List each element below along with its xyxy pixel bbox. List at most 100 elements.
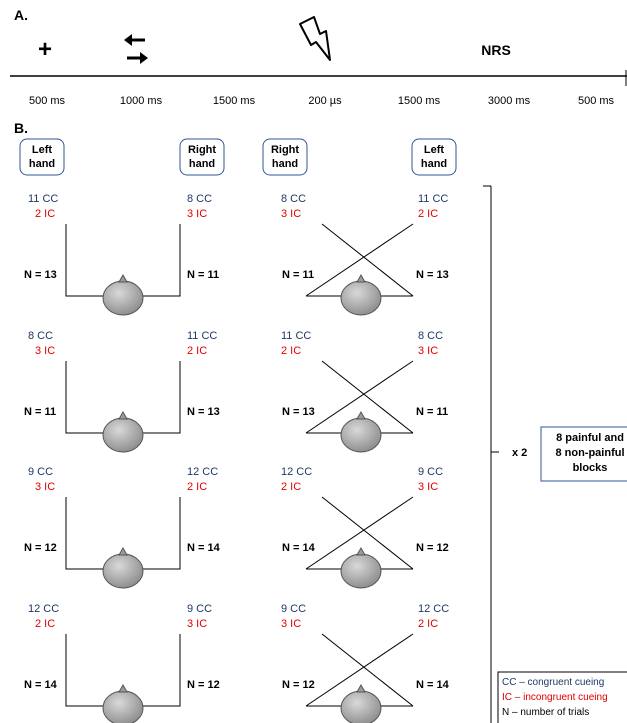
crossed-arm-line [321,223,414,297]
left-trial-count: N = 12 [24,542,57,554]
head-icon [340,410,382,453]
left-trial-count: N = 12 [282,679,315,691]
timeline-label: 3000 ms [488,95,531,107]
uncrossed-hands-diagram: 11 CC 2 IC 8 CC 3 IC N = 13 N = 11 [24,193,219,316]
right-trial-count: N = 13 [416,269,449,281]
right-ic-count: 2 IC [187,481,207,493]
right-cc-count: 12 CC [187,466,218,478]
left-trial-count: N = 14 [282,542,316,554]
header-box-crossed-right: Left hand [411,138,457,176]
left-cc-count: 11 CC [28,193,58,205]
head-icon [102,410,144,453]
header-text: Right hand [271,144,299,170]
blocks-box-line: blocks [573,462,608,474]
right-trial-count: N = 11 [416,406,448,418]
right-trial-count: N = 14 [187,542,221,554]
crossed-arm-line [305,223,414,297]
head-icon [102,546,144,589]
timeline-label: 1000 ms [120,95,163,107]
lightning-bolt-icon [299,16,331,61]
right-cc-count: 11 CC [418,193,448,205]
left-cc-count: 8 CC [281,193,306,205]
uncrossed-hands-diagram: 8 CC 3 IC 11 CC 2 IC N = 11 N = 13 [24,330,220,453]
header-box-crossed-left: Right hand [262,138,308,176]
blocks-bracket [483,185,499,723]
timeline-label: 200 µs [308,95,342,107]
uncrossed-hands-diagram: 12 CC 2 IC 9 CC 3 IC N = 14 N = 12 [24,603,220,723]
right-cc-count: 12 CC [418,603,449,615]
left-ic-count: 2 IC [35,618,55,630]
legend-ic: IC – incongruent cueing [502,692,608,703]
right-ic-count: 3 IC [418,481,438,493]
left-trial-count: N = 11 [24,406,56,418]
head-icon [340,683,382,723]
left-ic-count: 2 IC [281,345,301,357]
head-icon [340,546,382,589]
crossed-arm-line [321,633,414,707]
timeline-label: 500 ms [29,95,66,107]
right-trial-count: N = 11 [187,269,219,281]
crossed-arm-line [305,360,414,434]
left-ic-count: 3 IC [281,618,301,630]
right-ic-count: 2 IC [187,345,207,357]
right-ic-count: 3 IC [187,208,207,220]
crossed-hands-diagram: 11 CC 2 IC 8 CC 3 IC N = 13 N = 11 [281,330,448,453]
crossed-arm-line [321,360,414,434]
blocks-box-line: 8 painful and [556,432,624,444]
left-trial-count: N = 14 [24,679,58,691]
left-ic-count: 3 IC [35,481,55,493]
panel-a: A. + NRS 500 ms 1000 ms 1500 ms 200 µs 1… [10,7,627,107]
multiplier-label: x 2 [512,447,527,459]
right-cc-count: 8 CC [187,193,212,205]
left-cc-count: 9 CC [281,603,306,615]
panel-b: B. Left hand Right hand Right hand Left hand… [14,120,627,723]
header-box-uncrossed-left: Left hand [19,138,65,176]
left-cc-count: 11 CC [281,330,311,342]
crossed-hands-diagram: 8 CC 3 IC 11 CC 2 IC N = 11 N = 13 [281,193,449,316]
left-cc-count: 12 CC [28,603,59,615]
panel-a-label: A. [14,7,28,23]
header-box-uncrossed-right: Right hand [179,138,225,176]
condition-rows: 11 CC2 IC8 CC3 ICN = 13 N = 118 CC3 IC11 … [24,193,450,723]
left-ic-count: 2 IC [35,208,55,220]
crossed-arm-line [305,496,414,570]
left-ic-count: 3 IC [281,208,301,220]
uncrossed-hands-diagram: 9 CC 3 IC 12 CC 2 IC N = 12 N = 14 [24,466,221,589]
timeline-label: 500 ms [578,95,615,107]
right-cc-count: 9 CC [187,603,212,615]
timeline-label: 1500 ms [398,95,441,107]
arrow-cue-icon [124,34,148,64]
right-trial-count: N = 12 [416,542,449,554]
left-trial-count: N = 13 [24,269,57,281]
legend-box: CC – congruent cueing IC – incongruent c… [497,671,627,723]
crossed-arm-line [305,633,414,707]
condition-row: 12 CC2 IC9 CC3 ICN = 14 N = 129 CC3 IC12 … [24,603,450,723]
right-trial-count: N = 12 [187,679,220,691]
right-trial-count: N = 13 [187,406,220,418]
left-ic-count: 2 IC [281,481,301,493]
nrs-label: NRS [481,42,511,58]
crossed-hands-diagram: 12 CC 2 IC 9 CC 3 IC N = 14 N = 12 [281,466,449,589]
blocks-box-line: 8 non-painful [555,447,624,459]
right-cc-count: 9 CC [418,466,443,478]
crossed-hands-diagram: 9 CC 3 IC 12 CC 2 IC N = 12 N = 14 [281,603,450,723]
left-trial-count: N = 13 [282,406,315,418]
right-cc-count: 11 CC [187,330,217,342]
left-ic-count: 3 IC [35,345,55,357]
right-cc-count: 8 CC [418,330,443,342]
timeline-label: 1500 ms [213,95,256,107]
legend-n: N – number of trials [502,707,589,718]
head-icon [340,273,382,316]
timeline-labels: 500 ms 1000 ms 1500 ms 200 µs 1500 ms 30… [29,95,615,107]
head-icon [102,683,144,723]
condition-row: 11 CC2 IC8 CC3 ICN = 13 N = 118 CC3 IC11 … [24,193,449,316]
legend-cc: CC – congruent cueing [502,677,604,688]
left-cc-count: 8 CC [28,330,53,342]
panel-b-label: B. [14,120,28,136]
right-trial-count: N = 14 [416,679,450,691]
fixation-cross: + [38,36,52,63]
crossed-arm-line [321,496,414,570]
